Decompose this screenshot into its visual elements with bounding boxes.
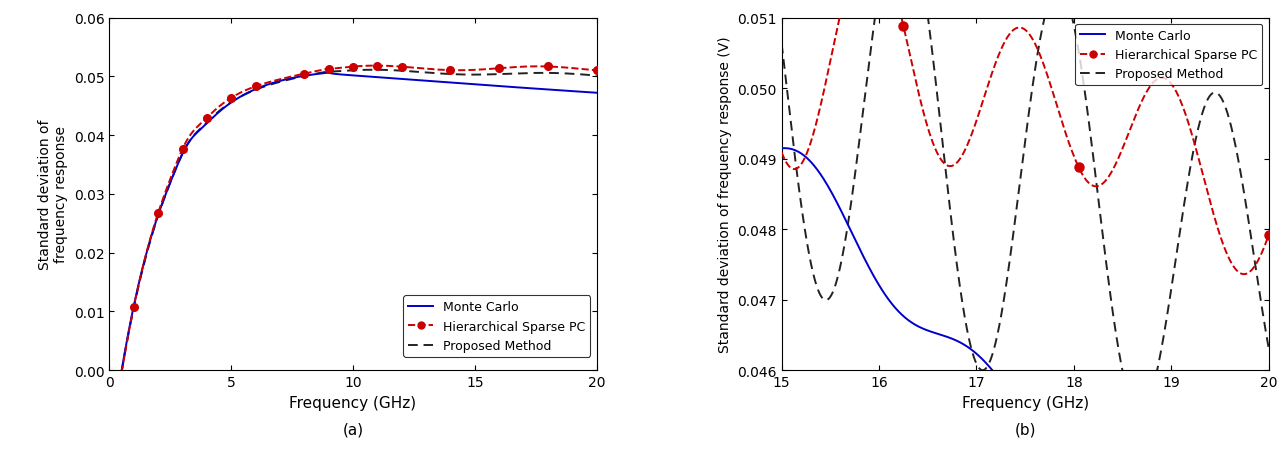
Hierarchical Sparse PC (1261, 233, 1276, 238)
Hierarchical Sparse PC (998, 38, 1014, 44)
Hierarchical Sparse PC (1236, 272, 1252, 277)
Proposed Method (488, 72, 504, 78)
Line: Hierarchical Sparse PC: Hierarchical Sparse PC (121, 67, 596, 373)
Hierarchical Sparse PC (1158, 77, 1173, 82)
X-axis label: Frequency (GHz): Frequency (GHz) (962, 395, 1088, 410)
Proposed Method (113, 369, 129, 375)
Proposed Method (1132, 411, 1148, 416)
Line: Proposed Method: Proposed Method (121, 70, 596, 372)
Hierarchical Sparse PC (368, 64, 384, 69)
Y-axis label: Standard deviation of
frequency response: Standard deviation of frequency response (39, 119, 68, 269)
Hierarchical Sparse PC (799, 152, 814, 157)
Monte Carlo (138, 253, 153, 258)
Monte Carlo (998, 385, 1014, 391)
Y-axis label: Standard deviation of frequency response (V): Standard deviation of frequency response… (717, 37, 732, 352)
Hierarchical Sparse PC (574, 67, 590, 73)
Proposed Method (332, 69, 348, 75)
Hierarchical Sparse PC (345, 65, 361, 70)
Hierarchical Sparse PC (1011, 26, 1027, 31)
Monte Carlo (332, 72, 348, 78)
Proposed Method (1158, 322, 1173, 328)
Hierarchical Sparse PC (576, 67, 591, 73)
Hierarchical Sparse PC (589, 69, 604, 74)
Proposed Method (998, 285, 1014, 291)
Proposed Method (799, 237, 814, 243)
Hierarchical Sparse PC (138, 252, 153, 258)
Proposed Method (1011, 189, 1027, 195)
Hierarchical Sparse PC (1247, 263, 1262, 269)
Proposed Method (138, 254, 153, 260)
Hierarchical Sparse PC (488, 67, 504, 72)
Line: Monte Carlo: Monte Carlo (782, 149, 1269, 463)
Proposed Method (576, 73, 591, 78)
Monte Carlo (589, 91, 604, 96)
Hierarchical Sparse PC (774, 150, 790, 156)
Proposed Method (574, 73, 590, 78)
Line: Monte Carlo: Monte Carlo (121, 74, 596, 370)
Proposed Method (774, 42, 790, 47)
Legend: Monte Carlo, Hierarchical Sparse PC, Proposed Method: Monte Carlo, Hierarchical Sparse PC, Pro… (403, 296, 590, 357)
Monte Carlo (799, 156, 814, 161)
Proposed Method (1247, 261, 1262, 266)
X-axis label: Frequency (GHz): Frequency (GHz) (290, 395, 416, 410)
Monte Carlo (576, 90, 591, 95)
Proposed Method (366, 68, 381, 73)
Monte Carlo (574, 90, 590, 95)
Hierarchical Sparse PC (332, 66, 348, 71)
Text: (a): (a) (343, 422, 363, 437)
Text: (b): (b) (1015, 422, 1036, 437)
Monte Carlo (774, 146, 790, 152)
Proposed Method (1247, 259, 1262, 265)
Monte Carlo (488, 84, 504, 89)
Proposed Method (589, 74, 604, 79)
Hierarchical Sparse PC (1247, 263, 1262, 269)
Monte Carlo (113, 368, 129, 373)
Monte Carlo (1011, 403, 1027, 409)
Line: Proposed Method: Proposed Method (782, 0, 1269, 413)
Hierarchical Sparse PC (113, 370, 129, 375)
Monte Carlo (321, 71, 336, 76)
Line: Hierarchical Sparse PC: Hierarchical Sparse PC (782, 0, 1269, 275)
Legend: Monte Carlo, Hierarchical Sparse PC, Proposed Method: Monte Carlo, Hierarchical Sparse PC, Pro… (1075, 25, 1262, 86)
Monte Carlo (345, 74, 361, 79)
Monte Carlo (777, 146, 792, 151)
Proposed Method (345, 69, 361, 74)
Proposed Method (1261, 346, 1276, 351)
